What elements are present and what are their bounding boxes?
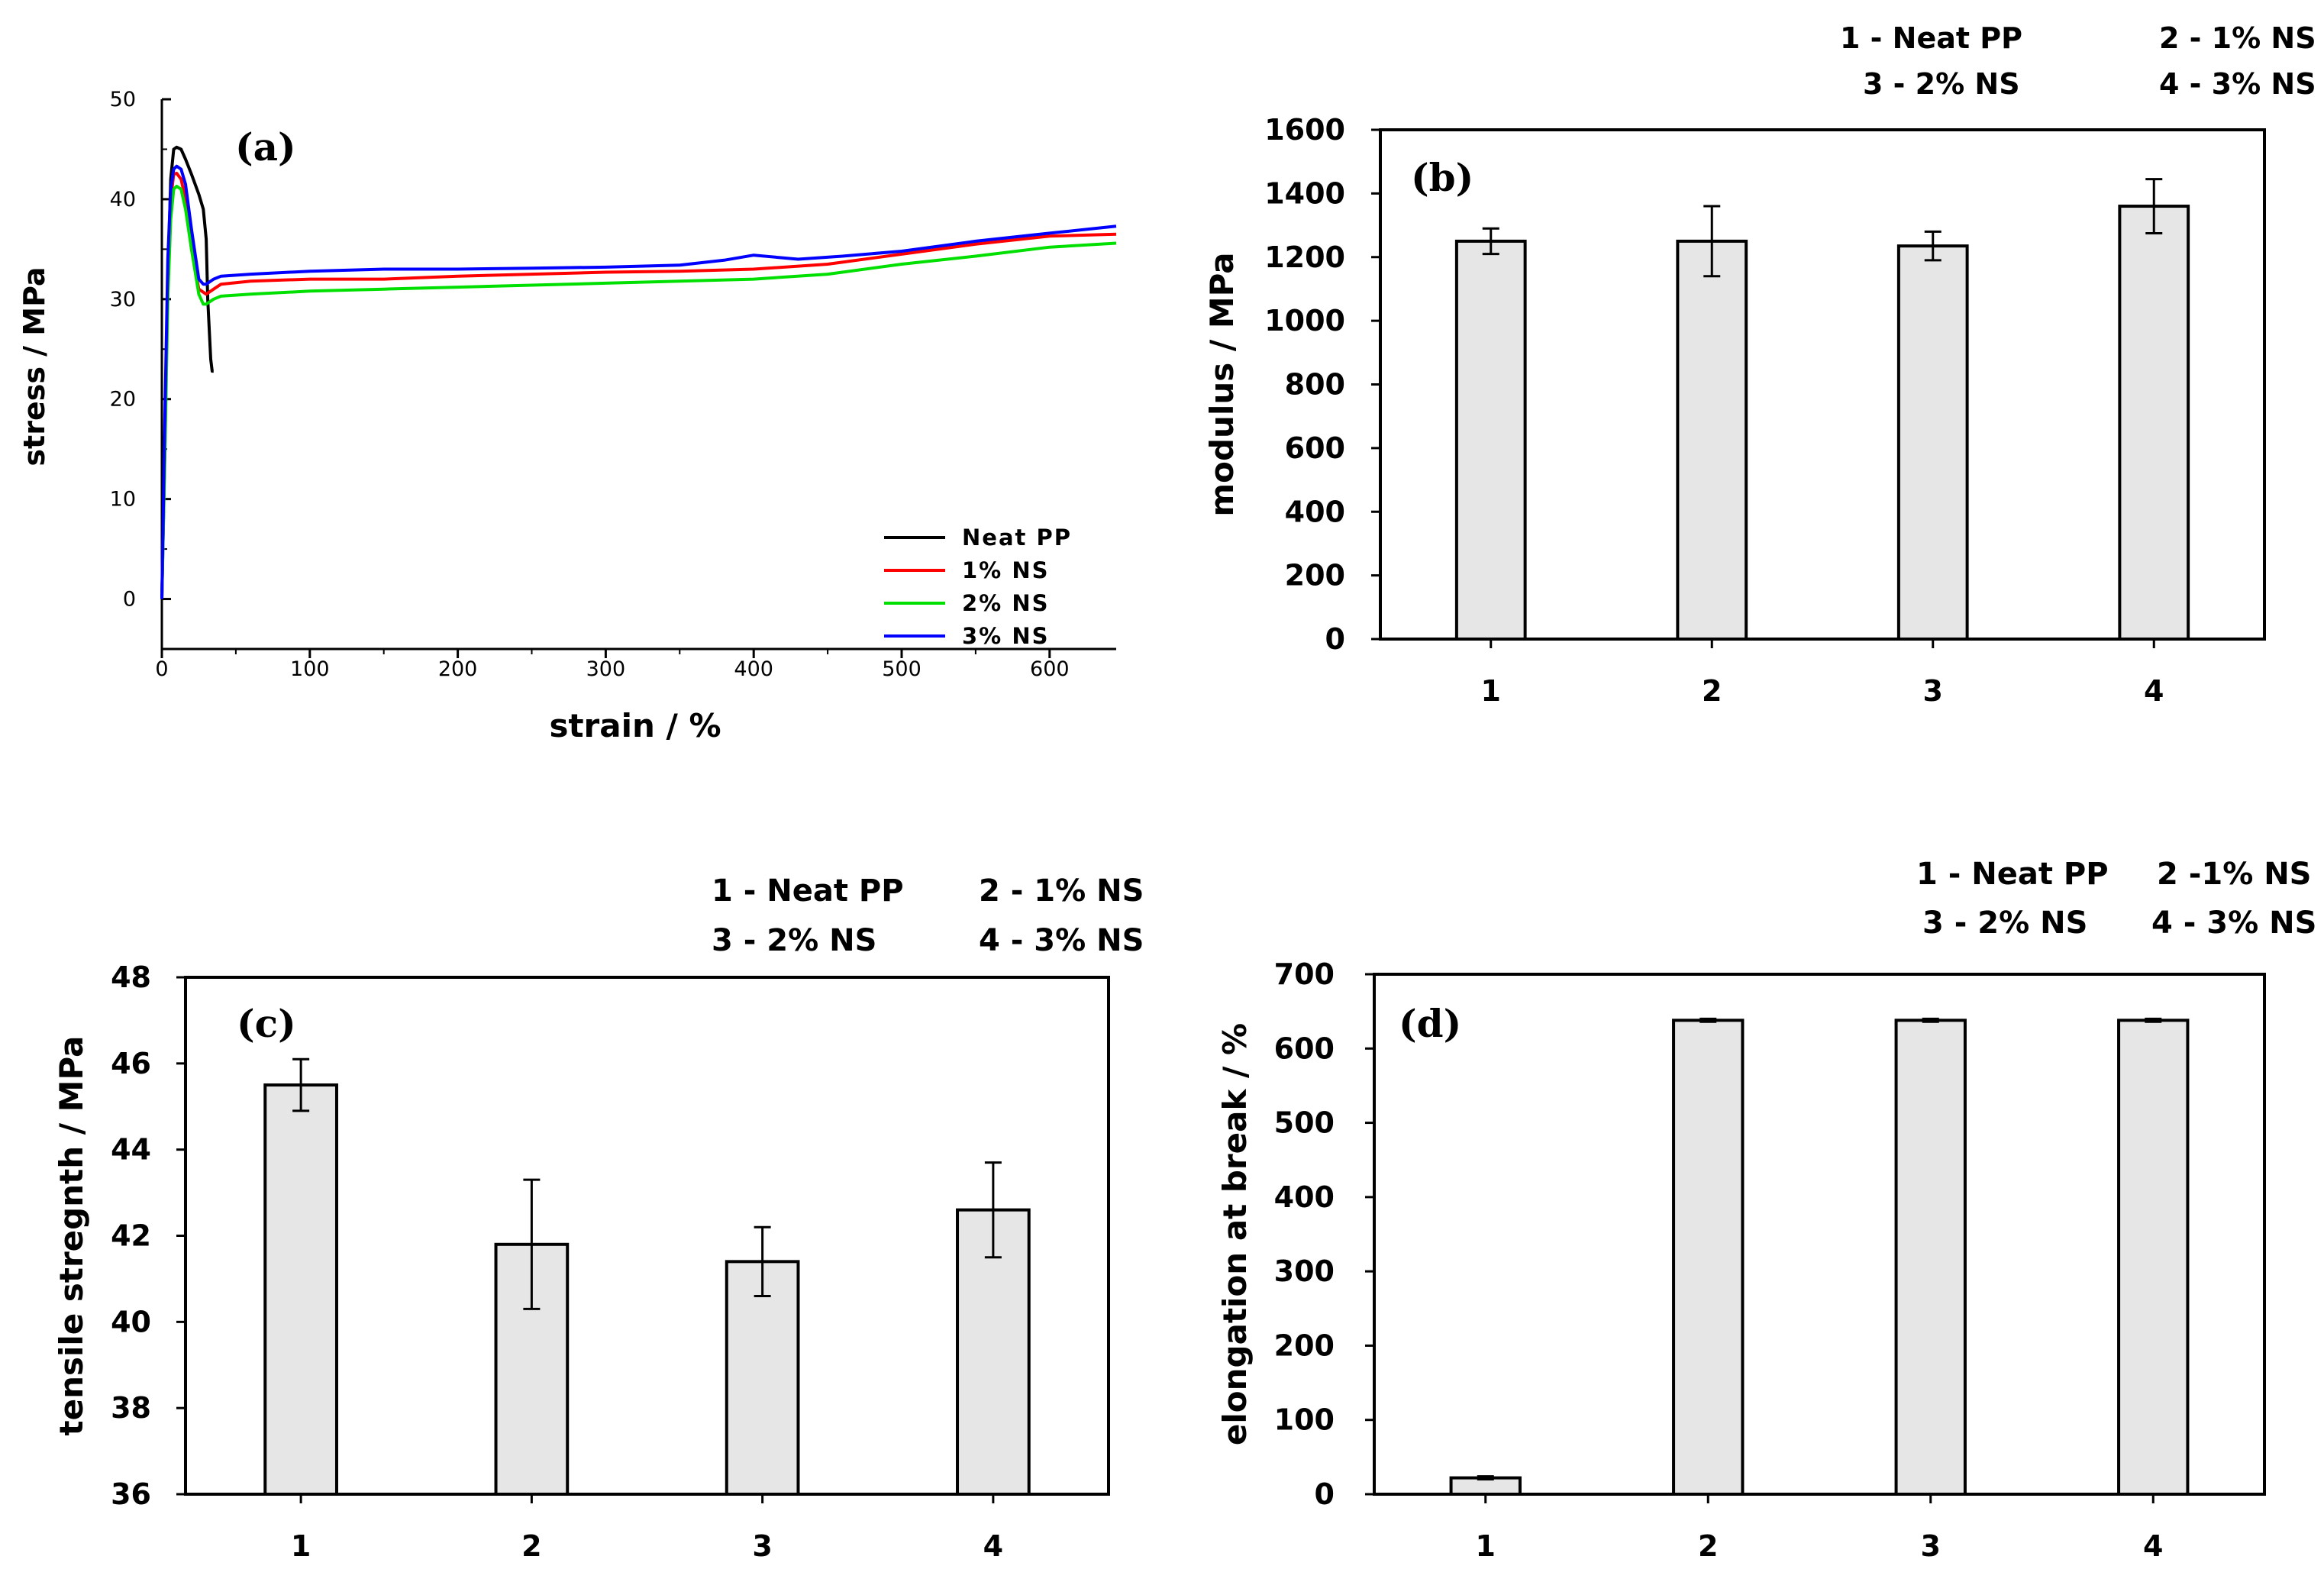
x-tick-label: 4 (2143, 1529, 2163, 1563)
x-tick-label: 3 (1923, 674, 1943, 708)
panel-label: (a) (235, 124, 296, 170)
legend-entry: 1 - Neat PP (1916, 857, 2109, 892)
x-tick-label: 600 (1030, 657, 1070, 681)
legend-label: 2% NS (962, 590, 1050, 616)
y-tick-label: 300 (1274, 1254, 1335, 1288)
bar (2117, 1019, 2190, 1496)
panel-d: 0 100 200 300 400 500 600 700 1 2 3 4 elongation at … (1216, 857, 2316, 1563)
legend-entry: 2 - 1% NS (2159, 21, 2316, 55)
legend-label: Neat PP (962, 525, 1072, 550)
panel-label: (b) (1411, 155, 1473, 200)
bar (1676, 239, 1748, 641)
legend-entry: 1 - Neat PP (1840, 21, 2022, 55)
y-axis-label: modulus / MPa (1203, 252, 1241, 516)
panel-label: (c) (237, 1001, 296, 1046)
y-tick-label: 700 (1274, 957, 1335, 991)
y-tick-label: 40 (110, 188, 136, 211)
y-tick-label: 44 (111, 1133, 151, 1167)
x-tick-label: 2 (1702, 674, 1722, 708)
x-tick-label: 400 (734, 657, 773, 681)
y-tick-label: 400 (1285, 495, 1345, 528)
x-tick-label: 3 (1921, 1529, 1941, 1563)
y-tick-label: 0 (123, 588, 136, 612)
y-tick-label: 400 (1274, 1180, 1335, 1214)
y-tick-label: 1000 (1264, 304, 1345, 337)
bar (2118, 205, 2190, 641)
legend-entry: 3 - 2% NS (1863, 67, 2020, 101)
x-tick-label: 200 (438, 657, 478, 681)
legend-entry: 4 - 3% NS (2151, 906, 2316, 941)
x-tick-label: 300 (586, 657, 626, 681)
bar (263, 1083, 338, 1496)
y-axis-label: stress / MPa (18, 266, 51, 466)
y-tick-label: 100 (1274, 1403, 1335, 1437)
y-tick-label: 600 (1274, 1032, 1335, 1065)
legend-label: 1% NS (962, 557, 1050, 583)
y-tick-label: 48 (111, 960, 151, 994)
y-tick-label: 500 (1274, 1106, 1335, 1140)
y-tick-label: 42 (111, 1219, 151, 1253)
y-tick-label: 1400 (1264, 176, 1345, 210)
bar (1454, 239, 1527, 641)
x-tick-label: 2 (1698, 1529, 1718, 1563)
y-tick-label: 200 (1274, 1329, 1335, 1362)
y-tick-label: 36 (111, 1477, 151, 1511)
series-line-2-ns (160, 184, 1117, 599)
panel-c: 36 38 40 42 44 46 48 1 2 3 4 tensile stregnth / MPa… (53, 873, 1144, 1563)
y-tick-label: 800 (1285, 368, 1345, 402)
x-tick-label: 3 (752, 1529, 772, 1563)
bar (1894, 1019, 1967, 1496)
y-tick-label: 600 (1285, 431, 1345, 465)
panel-label: (d) (1399, 1001, 1461, 1046)
y-tick-label: 20 (110, 388, 136, 412)
x-tick-label: 100 (290, 657, 330, 681)
legend-entry: 2 -1% NS (2157, 857, 2311, 892)
y-tick-label: 46 (111, 1047, 151, 1080)
bar (1896, 244, 1969, 641)
series-line-3-ns (160, 164, 1117, 599)
legend-entry: 3 - 2% NS (712, 923, 876, 958)
y-tick-label: 1600 (1264, 113, 1345, 147)
x-tick-label: 0 (155, 657, 168, 681)
x-tick-label: 2 (521, 1529, 541, 1563)
legend-entry: 4 - 3% NS (2159, 67, 2316, 101)
y-tick-label: 38 (111, 1391, 151, 1425)
panel-b: 0 200 400 600 800 1000 1200 1400 1600 1 2 3 4 modulus… (1203, 21, 2316, 708)
y-tick-label: 50 (110, 88, 136, 111)
y-tick-label: 0 (1315, 1477, 1335, 1511)
x-axis-label: strain / % (549, 707, 721, 744)
y-axis-label: elongation at break / % (1216, 1023, 1254, 1445)
legend-entry: 1 - Neat PP (712, 873, 904, 909)
x-tick-label: 1 (1476, 1529, 1496, 1563)
legend-label: 3% NS (962, 623, 1050, 649)
plot-frame (1373, 973, 2266, 1496)
y-tick-label: 30 (110, 288, 136, 312)
y-axis-label: tensile stregnth / MPa (53, 1036, 90, 1436)
legend-entry: 3 - 2% NS (1922, 906, 2087, 941)
y-tick-label: 200 (1285, 559, 1345, 592)
y-tick-label: 40 (111, 1305, 151, 1338)
legend-entry: 4 - 3% NS (979, 923, 1144, 958)
y-tick-label: 10 (110, 488, 136, 512)
y-tick-label: 0 (1325, 622, 1345, 656)
x-tick-label: 4 (983, 1529, 1003, 1563)
x-tick-label: 1 (1481, 674, 1501, 708)
bar (725, 1260, 800, 1496)
bar (1672, 1019, 1745, 1496)
legend-entry: 2 - 1% NS (979, 873, 1144, 909)
x-tick-label: 1 (291, 1529, 311, 1563)
y-tick-label: 1200 (1264, 241, 1345, 274)
x-tick-label: 4 (2144, 674, 2164, 708)
x-tick-label: 500 (882, 657, 922, 681)
